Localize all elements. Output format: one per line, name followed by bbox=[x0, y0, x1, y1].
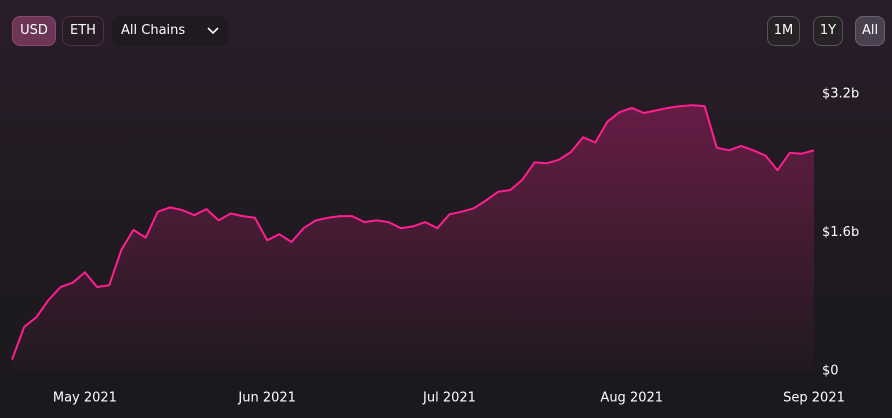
range-button[interactable]: All bbox=[855, 16, 885, 46]
line bbox=[11, 104, 815, 361]
area-fill bbox=[12, 105, 814, 372]
chain-label: All Chains bbox=[121, 23, 186, 38]
currency-button[interactable]: ETH bbox=[62, 16, 104, 46]
x-tick-label: Aug 2021 bbox=[600, 391, 663, 406]
chain-dropdown[interactable]: All Chains bbox=[112, 16, 228, 46]
chevron bbox=[207, 27, 219, 35]
x-tick-label: Jul 2021 bbox=[422, 391, 476, 406]
y-tick-label: $1.6b bbox=[822, 225, 859, 240]
x-tick-label: Sep 2021 bbox=[783, 391, 845, 406]
y-tick-label: $3.2b bbox=[822, 87, 859, 102]
currency-button[interactable]: USD bbox=[12, 16, 56, 46]
x-tick-label: May 2021 bbox=[53, 391, 117, 406]
y-tick-label: $0 bbox=[822, 364, 839, 379]
x-tick-label: Jun 2021 bbox=[237, 391, 296, 406]
range-button[interactable]: 1M bbox=[767, 16, 800, 46]
range-button[interactable]: 1Y bbox=[813, 16, 843, 46]
